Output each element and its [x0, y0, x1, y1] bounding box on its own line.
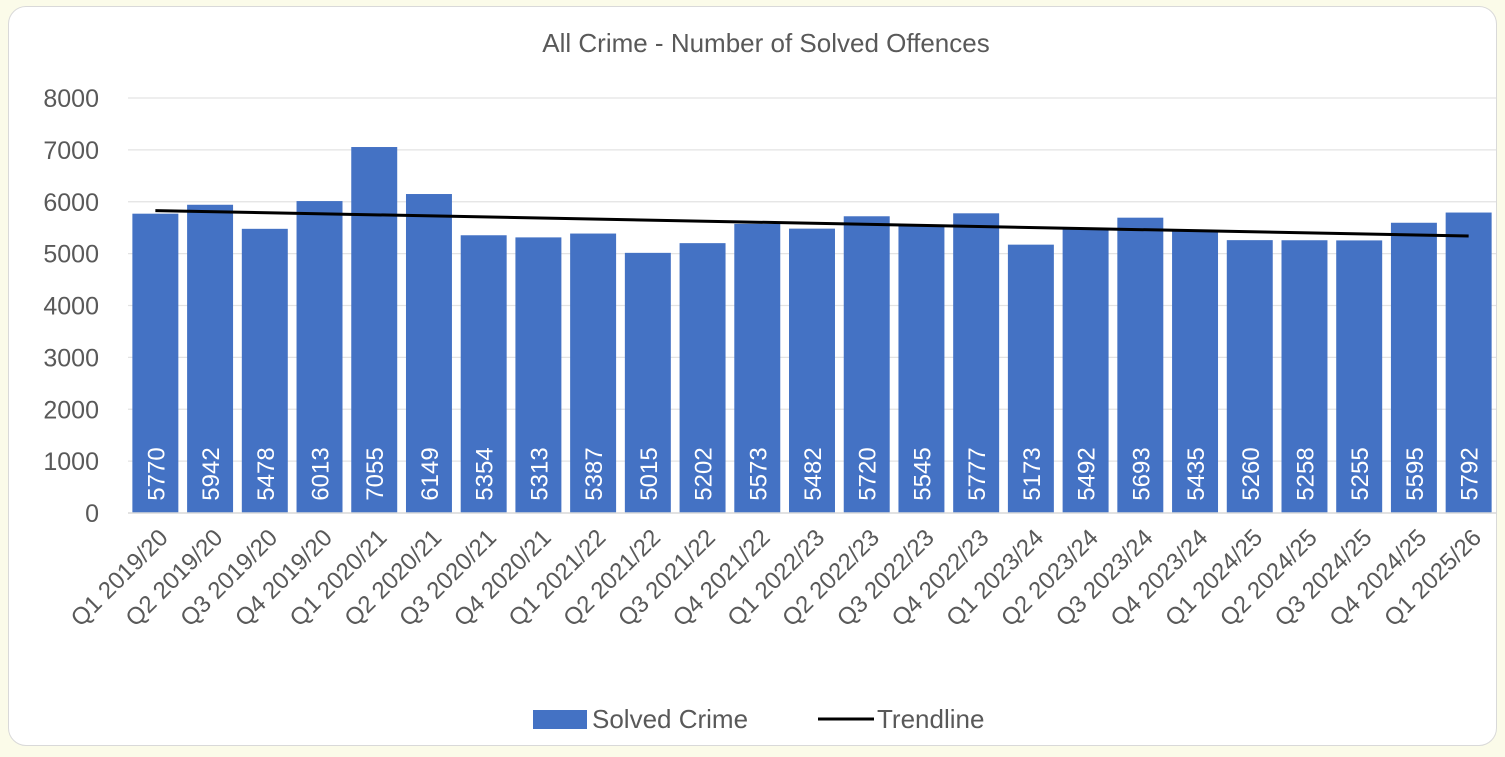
bar [515, 237, 562, 513]
data-label: 5015 [636, 447, 663, 500]
data-label: 5693 [1128, 447, 1155, 500]
y-tick-label: 1000 [43, 448, 99, 476]
data-label: 5792 [1457, 447, 1484, 500]
bar [898, 225, 945, 513]
trendline [155, 209, 1469, 238]
data-label: 5354 [472, 447, 499, 500]
data-label: 5545 [909, 447, 936, 500]
bar [296, 201, 343, 513]
y-tick-label: 3000 [43, 344, 99, 372]
y-tick-label: 0 [85, 500, 99, 528]
data-label: 5942 [198, 447, 225, 500]
data-label: 5595 [1402, 447, 1429, 500]
y-axis-ticks: 0 1000 2000 3000 4000 5000 6000 7000 8000 [43, 85, 99, 528]
bar [1281, 240, 1328, 513]
bar [1117, 217, 1164, 513]
data-label: 5777 [964, 447, 991, 500]
data-label: 5770 [143, 447, 170, 500]
bar [1390, 222, 1437, 513]
bar [460, 235, 507, 514]
y-tick-label: 7000 [43, 137, 99, 165]
data-label: 5173 [1019, 447, 1046, 500]
bar [351, 147, 398, 513]
chart-title: All Crime - Number of Solved Offences [542, 28, 989, 58]
y-tick-label: 8000 [43, 85, 99, 113]
bar [1172, 231, 1219, 513]
data-label: 5482 [800, 447, 827, 500]
data-label: 5720 [855, 447, 882, 500]
bar [241, 228, 288, 514]
bar [953, 213, 1000, 514]
data-label: 5492 [1074, 447, 1101, 500]
bar [570, 233, 617, 513]
bars [132, 147, 1492, 514]
data-label: 5258 [1292, 447, 1319, 500]
bar [624, 252, 671, 514]
data-label: 5435 [1183, 447, 1210, 500]
data-label: 5202 [691, 447, 718, 500]
y-tick-label: 4000 [43, 293, 99, 321]
bar [734, 223, 781, 513]
data-labels: 5770 5942 5478 6013 7055 6149 5354 5313 5387 5015… [143, 447, 1483, 500]
data-label: 5573 [745, 447, 772, 500]
legend-label-trendline: Trendline [877, 704, 984, 734]
bar [1336, 240, 1383, 513]
legend-label-solved-crime: Solved Crime [592, 704, 748, 734]
data-label: 5387 [581, 447, 608, 500]
bar [1007, 244, 1054, 513]
data-label: 5313 [526, 447, 553, 500]
data-label: 5260 [1238, 447, 1265, 500]
y-tick-label: 2000 [43, 396, 99, 424]
bar [1226, 240, 1273, 513]
bar [1445, 212, 1492, 514]
y-tick-label: 5000 [43, 241, 99, 269]
legend-swatch-solved-crime [533, 710, 587, 729]
data-label: 6013 [308, 447, 335, 500]
bar [405, 194, 452, 513]
bar [1062, 228, 1109, 514]
data-label: 5478 [253, 447, 280, 500]
bar [679, 243, 726, 514]
bar [132, 213, 179, 513]
y-tick-label: 6000 [43, 189, 99, 217]
trendline-layer [155, 209, 1469, 238]
data-label: 5255 [1347, 447, 1374, 500]
bar [187, 204, 234, 514]
data-label: 7055 [362, 447, 389, 500]
data-label: 6149 [417, 447, 444, 500]
bar [843, 216, 890, 513]
legend: Solved Crime Trendline [533, 704, 984, 734]
bar [789, 228, 835, 513]
